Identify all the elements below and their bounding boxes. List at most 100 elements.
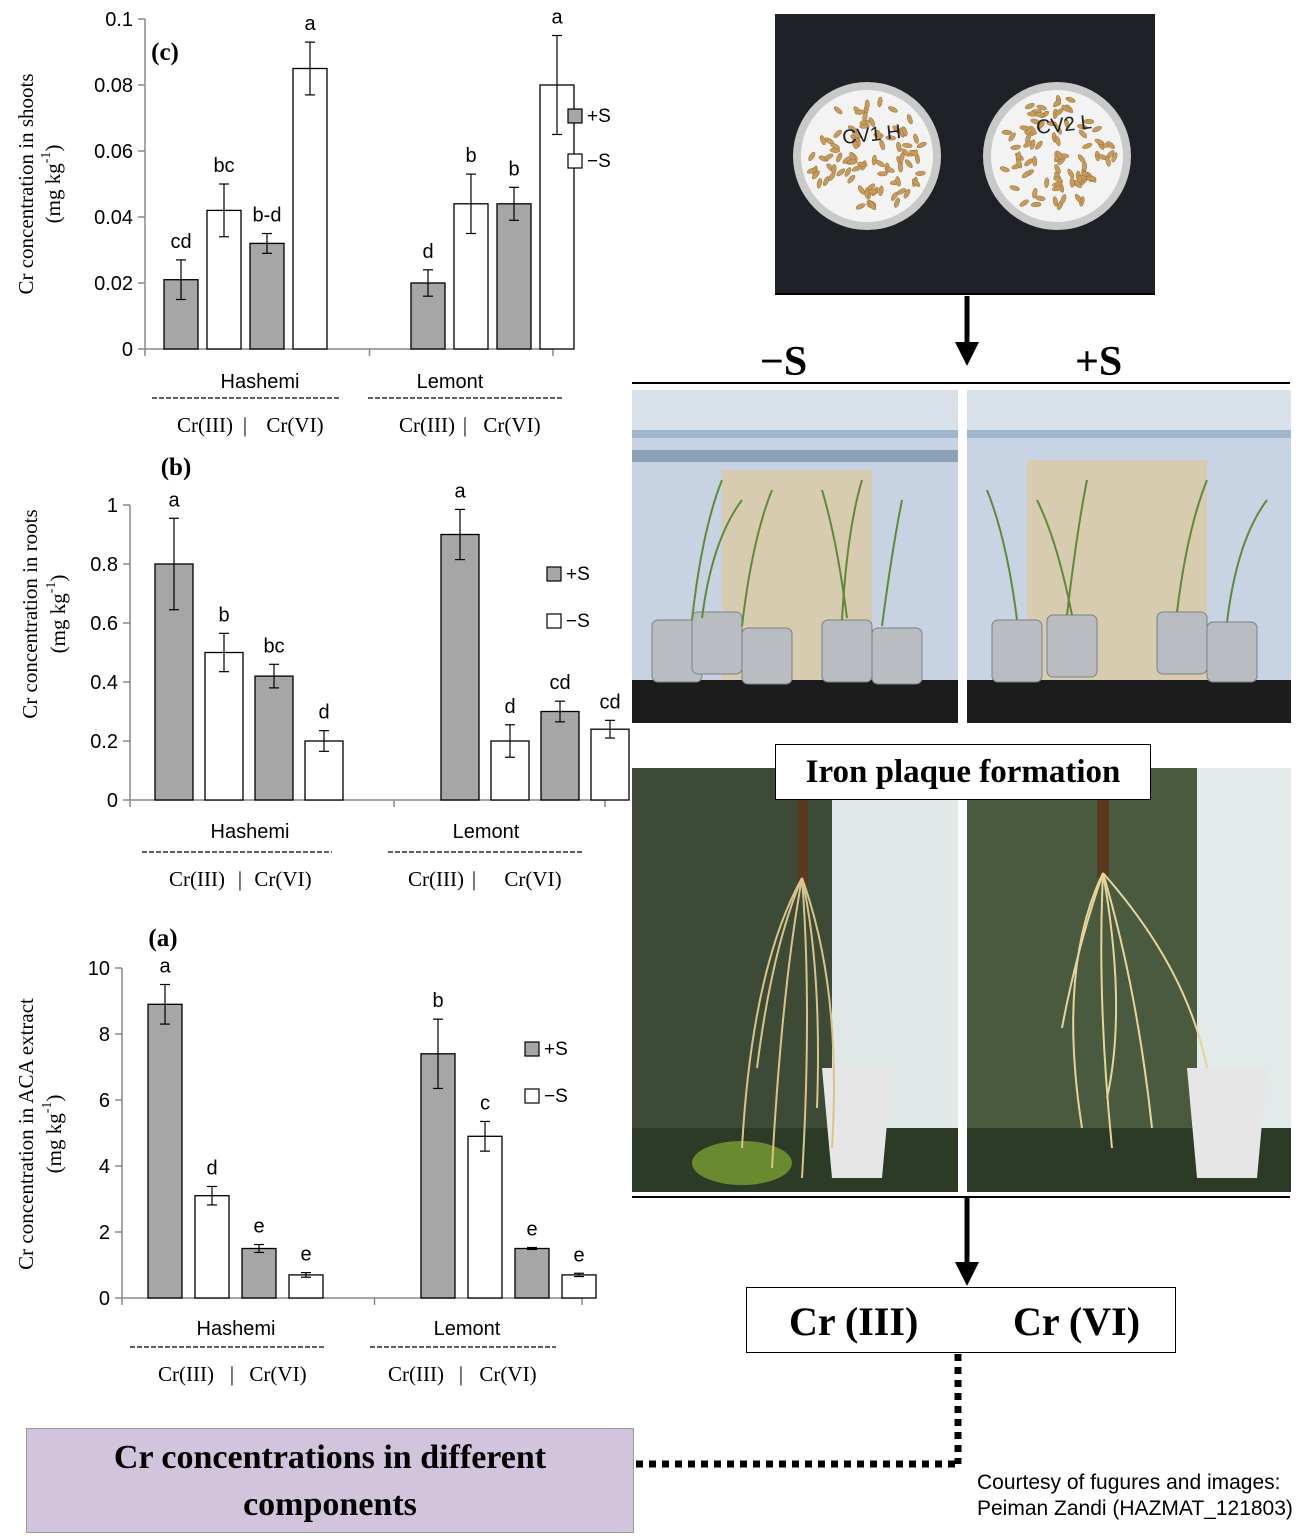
seed: [868, 201, 877, 211]
y-tick-label: 0.1: [105, 9, 133, 31]
group-label: Hashemi: [221, 371, 300, 393]
significance-letter: a: [159, 956, 171, 978]
roots-photos-bottom-rule: [632, 1196, 1290, 1198]
summary-line-2: components: [243, 1485, 417, 1523]
seed: [1055, 124, 1062, 135]
bar: [204, 651, 244, 801]
seed-dishes-photo: CV1 H CV2 L: [775, 14, 1155, 294]
species-label: Cr(VI): [479, 1362, 536, 1386]
y-tick-label: 4: [99, 1156, 110, 1178]
y-tick-label: 0: [99, 1288, 110, 1310]
seed: [875, 129, 883, 140]
seed: [822, 176, 830, 186]
panel-label: (b): [161, 454, 192, 481]
y-axis-unit: (mg kg-1): [39, 145, 65, 224]
y-tick-label: 0: [107, 790, 118, 812]
seed: [913, 133, 919, 144]
significance-letter: a: [168, 489, 180, 511]
significance-letter: a: [304, 13, 316, 35]
seed: [916, 141, 927, 149]
seed: [877, 96, 883, 108]
y-tick-label: 6: [99, 1090, 110, 1112]
y-axis-label: Cr concentration in roots: [18, 509, 42, 718]
seed: [885, 135, 896, 141]
seed: [888, 106, 898, 113]
seed: [808, 151, 816, 162]
significance-letter: b: [508, 158, 519, 180]
legend-swatch: [524, 1041, 540, 1057]
species-separator: |: [243, 413, 247, 437]
seed: [1069, 177, 1075, 188]
y-tick-label: 0.04: [94, 207, 133, 229]
minus-s-label: −S: [760, 339, 808, 385]
seed: [1052, 196, 1059, 207]
credit-text: Courtesy of fugures and images: Peiman Z…: [977, 1470, 1293, 1522]
cr-vi-label: Cr (VI): [1013, 1299, 1141, 1344]
seed: [902, 143, 913, 148]
bar: [288, 1274, 324, 1299]
seed: [1063, 118, 1070, 129]
seed: [1055, 107, 1064, 116]
seed: [1060, 194, 1067, 205]
legend-label: +S: [587, 106, 611, 127]
species-separator: |: [472, 867, 476, 891]
group-label: Lemont: [434, 1318, 501, 1340]
seed: [833, 106, 843, 115]
legend-label: +S: [566, 564, 590, 585]
y-tick-label: 0.8: [90, 554, 118, 576]
y-tick-label: 1: [107, 495, 118, 517]
growth-photos-top-rule: [632, 382, 1290, 384]
significance-letter: c: [480, 1092, 490, 1114]
seed: [1061, 104, 1071, 113]
significance-letter: d: [504, 696, 515, 718]
significance-letter: e: [526, 1219, 537, 1241]
group-label: Hashemi: [197, 1318, 276, 1340]
y-axis-unit: (mg kg-1): [40, 1095, 66, 1174]
bar: [194, 1195, 230, 1299]
species-label: Cr(VI): [266, 413, 323, 437]
seed: [1054, 135, 1061, 147]
seed: [1074, 194, 1083, 203]
significance-letter: d: [318, 702, 329, 724]
significance-letter: d: [422, 241, 433, 263]
cr-species-box: Cr (III) Cr (VI): [746, 1287, 1176, 1353]
panel-label: (c): [151, 39, 179, 66]
bar: [420, 1053, 456, 1299]
y-axis-unit-superscript: -1: [40, 1102, 55, 1114]
seed: [915, 170, 926, 176]
species-label: Cr(III): [177, 413, 233, 437]
seed: [1021, 170, 1031, 179]
species-label: Cr(VI): [249, 1362, 306, 1386]
significance-letter: cd: [599, 691, 620, 713]
seed: [1077, 154, 1086, 164]
seed-photo-underline: [775, 293, 1155, 295]
seed: [816, 178, 823, 189]
seed: [823, 153, 834, 161]
seed: [878, 185, 884, 197]
seed: [999, 166, 1010, 173]
seed: [852, 138, 858, 150]
species-separator: |: [459, 1362, 463, 1386]
bar: [540, 710, 580, 801]
seed: [1111, 152, 1118, 163]
bar: [467, 1135, 503, 1299]
seed: [806, 167, 817, 174]
credit-line-2: Peiman Zandi (HAZMAT_121803): [977, 1497, 1293, 1520]
seed: [1019, 199, 1029, 207]
bar: [249, 242, 285, 350]
seed: [1105, 156, 1111, 167]
seed: [846, 159, 858, 165]
seed: [857, 161, 868, 168]
significance-letter: bc: [213, 155, 234, 177]
bar: [241, 1247, 277, 1299]
group-label: Hashemi: [211, 821, 290, 843]
seed: [862, 111, 868, 123]
seed: [1053, 176, 1063, 183]
significance-letter: cd: [170, 231, 191, 253]
y-axis-unit-text: (mg kg: [41, 163, 65, 224]
seed: [897, 162, 903, 173]
bar: [147, 1003, 183, 1299]
legend-label: −S: [544, 1086, 568, 1107]
legend-swatch: [567, 108, 583, 124]
significance-letter: bc: [263, 635, 284, 657]
